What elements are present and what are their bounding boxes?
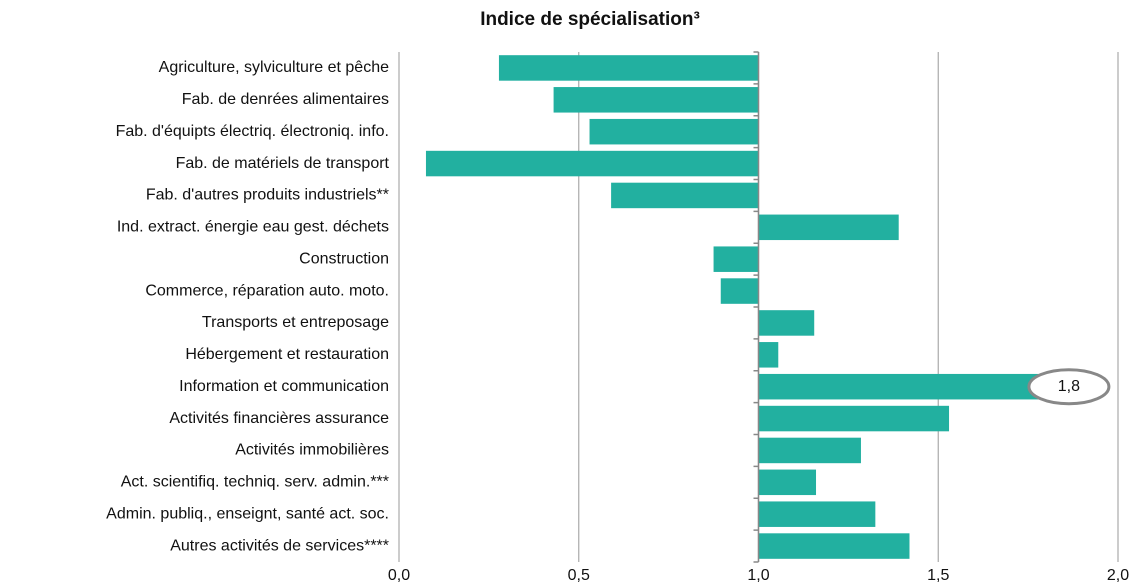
y-tick-label: Fab. de matériels de transport [176,155,390,172]
bar [498,55,759,81]
y-tick-label: Commerce, réparation auto. moto. [145,282,389,299]
bar [553,87,759,113]
bar [589,118,759,145]
y-tick-label: Hébergement et restauration [185,346,389,363]
y-tick-label: Transports et entreposage [202,314,389,331]
bar [611,182,759,209]
bar [758,342,779,368]
bar [713,246,759,272]
y-tick-label: Activités immobilières [235,442,389,459]
bar [425,150,759,177]
bar [758,214,899,241]
y-tick-label: Autres activités de services**** [170,537,389,554]
x-tick-label: 2,0 [1107,567,1129,583]
x-tick-label: 1,0 [747,567,769,583]
y-tick-label: Fab. d'autres produits industriels** [146,187,389,204]
bar [758,501,876,527]
y-tick-label: Construction [299,250,389,267]
x-tick-label: 0,5 [568,567,590,583]
label-highlight [1027,368,1111,406]
bar [758,437,861,464]
y-tick-label: Admin. publiq., enseignt, santé act. soc… [106,505,389,522]
bar [758,405,950,432]
bar [758,310,815,336]
bar [758,533,910,559]
y-tick-label: Ind. extract. énergie eau gest. déchets [117,219,389,236]
bar [720,278,759,304]
x-tick-label: 1,5 [927,567,949,583]
x-tick-label: 0,0 [388,567,410,583]
y-tick-label: Fab. de denrées alimentaires [182,91,389,108]
y-tick-label: Fab. d'équipts électriq. électroniq. inf… [116,123,389,140]
bar [758,373,1039,400]
chart-title: Indice de spécialisation³ [480,9,700,30]
y-tick-label: Act. scientifiq. techniq. serv. admin.**… [121,474,389,491]
bar [758,469,817,496]
y-tick-label: Activités financières assurance [169,410,389,427]
y-tick-label: Information et communication [179,378,389,395]
value-label: 1,8 [1058,378,1080,395]
y-tick-label: Agriculture, sylviculture et pêche [159,59,389,76]
